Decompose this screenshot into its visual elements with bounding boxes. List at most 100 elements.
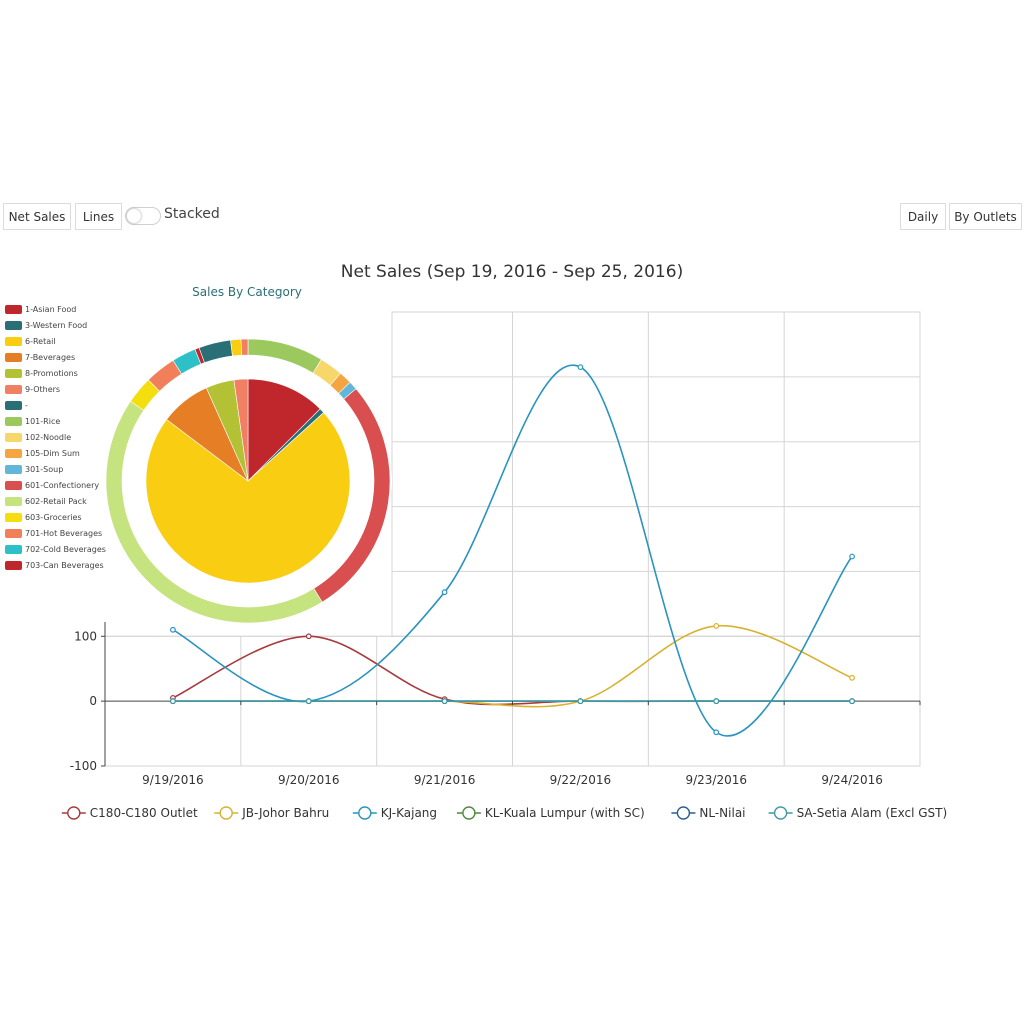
legend-symbol-marker — [67, 806, 81, 820]
data-point — [305, 633, 312, 640]
category-legend-label: - — [25, 400, 28, 410]
series-legend: C180-C180 Outlet JB-Johor Bahru KJ-Kajang K… — [61, 806, 948, 820]
data-point — [441, 589, 448, 596]
net-sales-label: Net Sales — [8, 209, 66, 224]
legend-symbol-marker — [358, 806, 372, 820]
category-legend-swatch — [5, 336, 22, 346]
category-legend: 1-Asian Food 3-Western Food 6-Retail 7-Beve… — [5, 301, 106, 573]
legend-label: NL-Nilai — [699, 806, 745, 820]
legend-label: KJ-Kajang — [381, 806, 437, 820]
legend-label: KL-Kuala Lumpur (with SC) — [485, 806, 645, 820]
by-outlets-button[interactable]: By Outlets — [949, 203, 1022, 230]
category-legend-label: 703-Can Beverages — [25, 560, 104, 570]
category-legend-item: 6-Retail — [5, 333, 106, 349]
category-pie — [104, 337, 392, 625]
category-legend-swatch — [5, 416, 22, 426]
inner-pie-slice — [247, 378, 321, 482]
category-legend-swatch — [5, 544, 22, 554]
daily-button[interactable]: Daily — [900, 203, 946, 230]
lines-button[interactable]: Lines — [75, 203, 122, 230]
category-legend-label: 9-Others — [25, 384, 61, 394]
inner-pie-slice — [145, 412, 351, 584]
data-point — [713, 729, 720, 736]
data-point — [577, 364, 584, 371]
category-legend-item: 102-Noodle — [5, 429, 106, 445]
lines-label: Lines — [82, 209, 115, 224]
category-legend-item: 7-Beverages — [5, 349, 106, 365]
category-legend-item: 602-Retail Pack — [5, 493, 106, 509]
stacked-toggle[interactable] — [125, 207, 161, 225]
category-legend-label: 8-Promotions — [25, 368, 78, 378]
data-point — [713, 623, 720, 629]
legend-symbol-marker — [462, 806, 476, 820]
category-legend-item: 8-Promotions — [5, 365, 106, 381]
category-legend-label: 301-Soup — [25, 464, 64, 474]
data-point — [170, 698, 176, 705]
category-legend-label: 602-Retail Pack — [25, 496, 87, 506]
category-legend-item: 703-Can Beverages — [5, 557, 106, 573]
category-legend-item: 3-Western Food — [5, 317, 106, 333]
category-legend-swatch — [5, 352, 22, 362]
y-tick-labels: -100 0 100 — [70, 629, 105, 773]
category-legend-item: 603-Groceries — [5, 509, 106, 525]
data-point — [305, 698, 312, 705]
data-point — [170, 626, 176, 633]
pie-chart-title: Sales By Category — [192, 285, 302, 299]
category-legend-label: 1-Asian Food — [25, 304, 77, 314]
category-legend-label: 601-Confectionery — [25, 480, 100, 490]
x-tick-label: 9/20/2016 — [278, 773, 340, 787]
category-legend-label: 7-Beverages — [25, 352, 76, 362]
outer-ring-slice — [230, 338, 243, 357]
legend-label: C180-C180 Outlet — [90, 806, 198, 820]
legend-symbol-marker — [219, 806, 233, 820]
category-legend-label: 6-Retail — [25, 336, 56, 346]
inner-pie-slice — [233, 378, 249, 482]
data-point — [849, 674, 855, 681]
category-legend-swatch — [5, 512, 22, 522]
category-legend-label: 101-Rice — [25, 416, 61, 426]
category-legend-swatch — [5, 400, 22, 410]
category-legend-item: 1-Asian Food — [5, 301, 106, 317]
category-legend-label: 702-Cold Beverages — [25, 544, 106, 554]
line-chart-title: Net Sales (Sep 19, 2016 - Sep 25, 2016) — [341, 262, 683, 282]
category-legend-label: 701-Hot Beverages — [25, 528, 103, 538]
legend-label: SA-Setia Alam (Excl GST) — [797, 806, 948, 820]
legend-label: JB-Johor Bahru — [241, 806, 329, 820]
x-tick-label: 9/22/2016 — [550, 773, 612, 787]
plot-frame-top — [391, 311, 921, 637]
data-point — [849, 698, 855, 705]
y-tick-label: 100 — [74, 629, 97, 643]
category-legend-swatch — [5, 496, 22, 506]
daily-label: Daily — [907, 209, 939, 224]
data-point — [849, 553, 855, 560]
category-legend-swatch — [5, 304, 22, 314]
legend-symbol-marker — [676, 806, 691, 820]
category-legend-swatch — [5, 320, 22, 330]
category-legend-swatch — [5, 560, 22, 570]
category-legend-item: 301-Soup — [5, 461, 106, 477]
x-tick-label: 9/21/2016 — [414, 773, 476, 787]
category-legend-swatch — [5, 432, 22, 442]
data-point — [577, 698, 584, 705]
x-tick-label: 9/23/2016 — [685, 773, 747, 787]
category-legend-item: 702-Cold Beverages — [5, 541, 106, 557]
category-legend-item: 701-Hot Beverages — [5, 525, 106, 541]
category-legend-swatch — [5, 464, 22, 474]
net-sales-button[interactable]: Net Sales — [3, 203, 71, 230]
toggle-knob — [127, 209, 141, 223]
category-legend-label: 3-Western Food — [25, 320, 88, 330]
y-tick-label: 0 — [89, 694, 97, 708]
category-legend-swatch — [5, 528, 22, 538]
category-legend-label: 603-Groceries — [25, 512, 82, 522]
stacked-label: Stacked — [164, 206, 220, 222]
category-legend-item: - — [5, 397, 106, 413]
outer-ring-slice — [240, 338, 249, 356]
category-legend-swatch — [5, 448, 22, 458]
category-legend-item: 101-Rice — [5, 413, 106, 429]
category-legend-swatch — [5, 368, 22, 378]
data-point — [441, 698, 448, 705]
data-point — [713, 698, 720, 705]
category-legend-swatch — [5, 480, 22, 490]
category-legend-item: 601-Confectionery — [5, 477, 106, 493]
